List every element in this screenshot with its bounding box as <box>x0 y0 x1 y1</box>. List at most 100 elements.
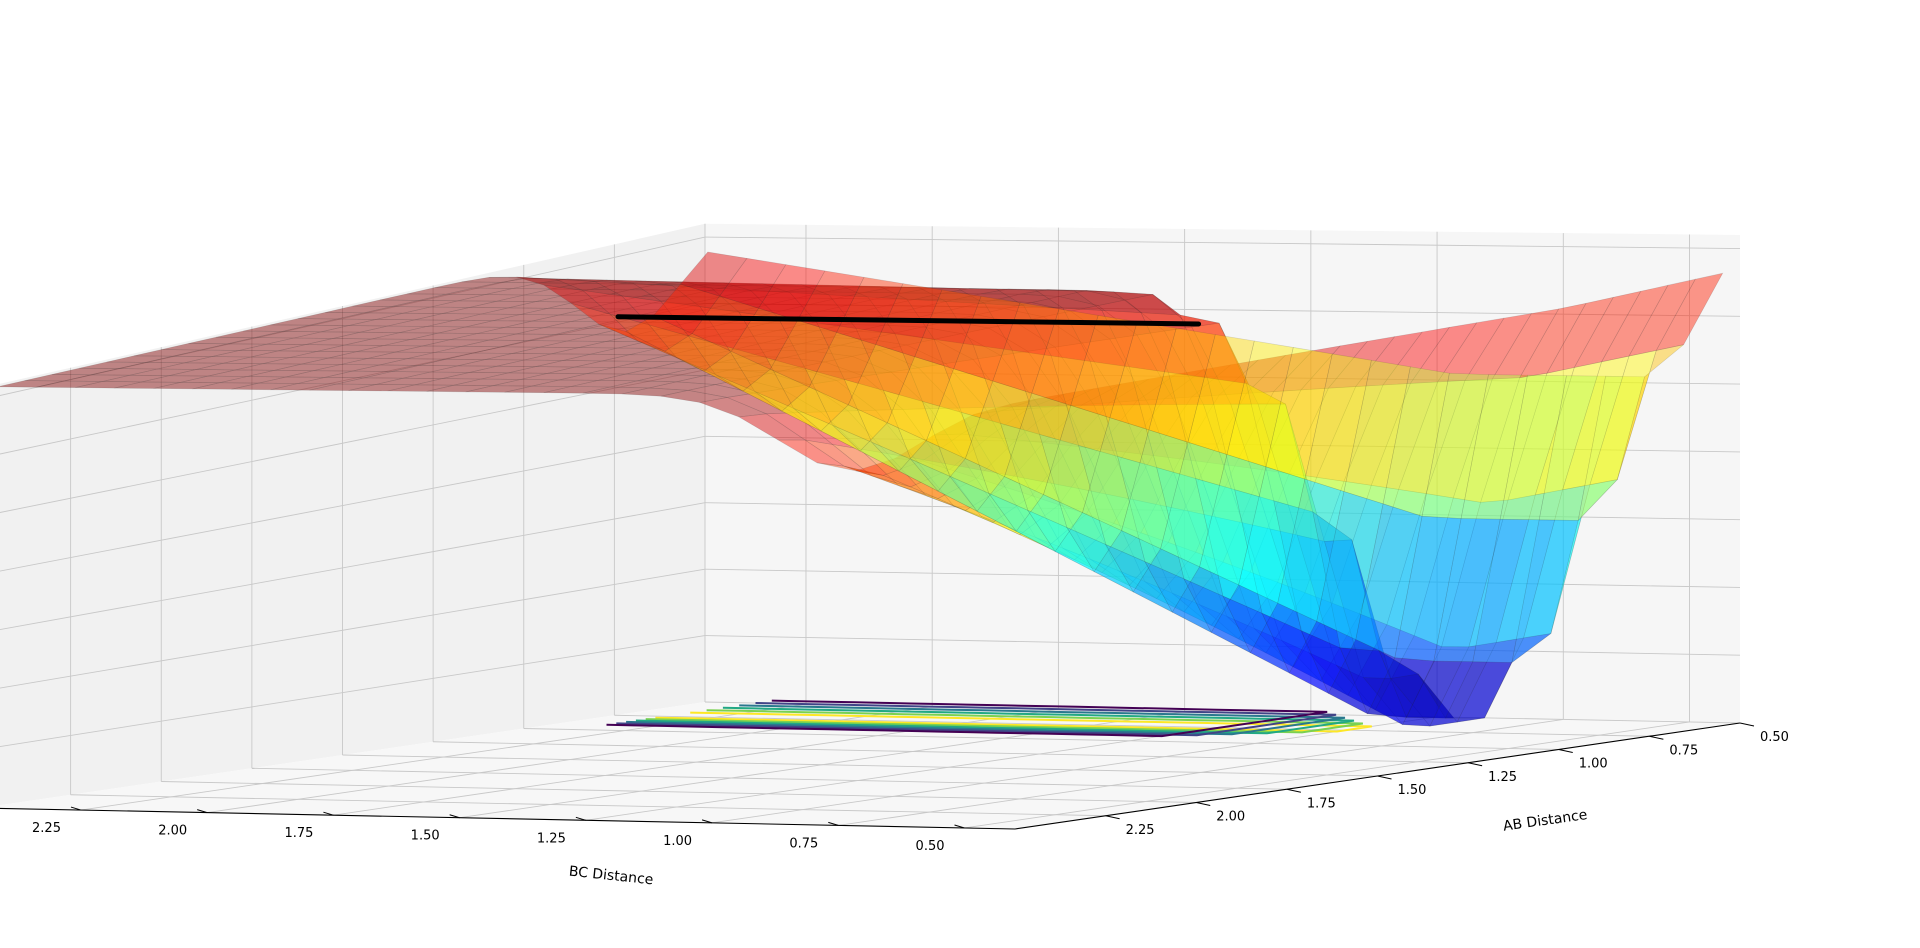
surface-patch <box>1027 388 1095 410</box>
x-tick-label: 0.75 <box>1669 743 1698 758</box>
surface-patch <box>874 409 943 464</box>
surface-patch <box>984 406 1052 484</box>
surface-patch <box>1433 518 1501 663</box>
surface-patch <box>719 257 787 309</box>
surface-patch <box>926 495 993 523</box>
surface-patch <box>1078 488 1146 583</box>
surface-patch <box>836 292 903 300</box>
surface-patch <box>945 359 1013 408</box>
surface-patch <box>871 475 939 499</box>
surface-patch <box>528 277 595 282</box>
surface-patch <box>1577 375 1645 522</box>
surface-patch <box>937 458 1005 512</box>
surface-patch <box>1136 369 1204 402</box>
x-tick-label: 1.25 <box>1488 770 1517 785</box>
surface-patch <box>1027 509 1096 573</box>
surface-patch <box>1234 389 1302 471</box>
surface-patch <box>1519 302 1587 379</box>
surface-patch <box>867 332 935 346</box>
surface-patch <box>726 392 794 415</box>
surface-patch <box>1242 522 1310 654</box>
surface-patch <box>941 288 1009 295</box>
surface-patch <box>1335 664 1403 725</box>
surface-patch <box>290 350 357 359</box>
surface-patch <box>282 324 349 333</box>
x-tick <box>1649 735 1664 740</box>
surface-patch <box>535 360 603 368</box>
surface-patch <box>894 333 962 413</box>
surface-patch <box>1089 361 1158 468</box>
surface-patch <box>141 375 209 383</box>
wall-gridline-z <box>0 236 706 396</box>
surface-patch <box>855 328 924 402</box>
surface-patch <box>1456 637 1525 723</box>
surface-patch <box>1491 308 1560 380</box>
surface-patch <box>617 341 685 349</box>
surface-patch <box>364 371 431 379</box>
surface-patch <box>266 337 334 345</box>
x-tick <box>1196 802 1211 806</box>
surface-patch <box>680 355 747 363</box>
surface-patch <box>922 400 990 494</box>
surface-patch <box>793 408 861 452</box>
surface-patch <box>379 293 447 301</box>
surface-patch <box>1019 504 1087 548</box>
surface-patch <box>921 433 990 470</box>
surface-patch <box>758 264 826 321</box>
surface-patch <box>1362 677 1431 727</box>
surface-patch <box>403 306 470 314</box>
surface-patch <box>1370 381 1439 490</box>
surface-patch <box>1172 592 1239 640</box>
surface-patch <box>1058 448 1126 515</box>
surface-patch <box>1059 290 1126 306</box>
surface-patch <box>1031 445 1099 506</box>
wall-gridline-z <box>0 435 706 572</box>
surface-patch <box>1117 570 1185 613</box>
surface-patch <box>890 367 959 410</box>
surface-patch <box>469 300 537 309</box>
surface-patch <box>1066 405 1134 501</box>
surface-patch <box>169 369 236 377</box>
surface-patch <box>1054 383 1122 407</box>
surface-patch <box>301 357 369 365</box>
surface-patch <box>1468 494 1536 648</box>
surface-patch <box>820 404 888 452</box>
surface-patch <box>90 368 158 376</box>
surface-patch <box>1546 296 1614 374</box>
surface-patch <box>914 289 982 370</box>
y-tick <box>701 819 713 824</box>
surface-patch <box>933 339 1002 424</box>
surface-patch <box>723 282 790 293</box>
surface-patch <box>1070 400 1138 450</box>
surface-patch <box>758 291 825 299</box>
surface-patch <box>987 406 1056 441</box>
surface-patch <box>813 285 880 288</box>
surface-patch <box>379 358 447 366</box>
surface-patch <box>746 349 814 358</box>
surface-patch <box>247 369 314 378</box>
surface-patch <box>703 369 771 380</box>
surface-patch <box>219 376 287 384</box>
surface-patch <box>999 350 1068 407</box>
surface-patch <box>1218 354 1287 396</box>
surface-patch <box>1261 387 1329 474</box>
wall-gridline-z <box>704 502 1741 521</box>
energy-surface <box>0 251 1724 727</box>
surface-patch <box>555 327 622 336</box>
surface-patch <box>972 344 1041 435</box>
surface-patch <box>1249 602 1318 674</box>
surface-patch <box>808 380 877 412</box>
surface-patch <box>1285 404 1353 542</box>
surface-patch <box>1203 403 1271 530</box>
surface-patch <box>1097 398 1166 453</box>
surface-patch <box>653 361 720 369</box>
surface-patch <box>680 290 747 298</box>
surface-patch <box>1008 526 1075 561</box>
surface-patch <box>938 306 1005 316</box>
surface-patch <box>270 383 337 391</box>
surface-patch <box>816 322 885 391</box>
surface-patch <box>1343 359 1411 505</box>
surface-patch <box>418 358 486 367</box>
surface-patch <box>1226 616 1294 668</box>
surface-patch <box>715 374 783 412</box>
